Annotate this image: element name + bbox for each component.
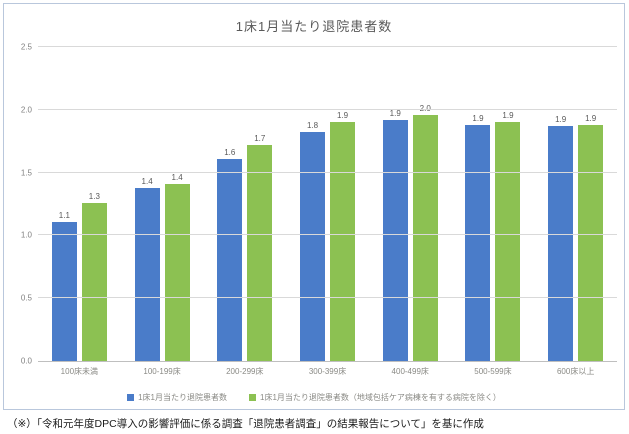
x-category-label: 300-399床 [308,367,347,376]
y-tick-label: 2.5 [20,42,32,52]
x-category-label: 600床以上 [556,367,595,376]
bar-value-label: 1.8 [306,121,319,131]
bar-value-label: 1.9 [555,115,567,125]
legend-label: 1床1月当たり退院患者数（地域包括ケア病棟を有する病院を除く） [260,393,501,402]
chart-container: 1床1月当たり退院患者数 0.0 0.5 1.0 1.5 2.0 2.5 1.1 1.3 1.… [3,3,625,410]
bar-value-label: 1.1 [58,210,70,220]
bar: 1.9 [382,109,408,361]
chart-title: 1床1月当たり退院患者数 [235,19,393,34]
source-footnote: （※）「令和元年度DPC導入の影響評価に係る調査「退院患者調査」の結果報告につい… [7,418,484,430]
y-tick-label: 0.0 [20,356,32,366]
x-category-label: 100床未満 [60,367,99,376]
x-category-label: 500-599床 [474,367,512,376]
gridline [38,46,617,47]
legend-label: 1床1月当たり退院患者数 [138,393,227,402]
gridline [38,171,617,173]
bar: 1.9 [495,111,521,361]
bar: 1.9 [578,114,604,361]
bar-groups: 1.11.31.41.41.61.71.81.91.92.01.91.91.91… [38,47,617,361]
bar: 1.6 [217,148,243,361]
bar-group: 1.6 1.7 [203,47,286,361]
bar: 1.4 [164,173,190,361]
bar-value-label: 1.7 [254,133,266,143]
gridline [38,234,617,236]
legend-item: 1床1月当たり退院患者数 [127,392,227,403]
x-axis-labels: 100床未満 100-199床 200-299床 300-399床 400-499床 50… [38,366,617,377]
legend-item: 1床1月当たり退院患者数（地域包括ケア病棟を有する病院を除く） [249,392,501,403]
bar-group: 1.9 1.9 [452,47,535,361]
gridline [38,108,617,110]
bar-group: 1.1 1.3 [38,47,121,361]
legend-swatch [249,394,256,401]
bar-group: 1.9 1.9 [534,47,617,361]
bar-value-label: 1.4 [141,176,153,186]
bar-value-label: 1.9 [472,113,484,123]
chart-legend: 1床1月当たり退院患者数 1床1月当たり退院患者数（地域包括ケア病棟を有する病院を… [4,392,624,403]
bar-value-label: 1.9 [502,111,514,121]
x-category-label: 100-199床 [143,367,181,376]
bar: 1.8 [300,121,326,361]
gridline [38,297,617,299]
bar: 1.1 [51,211,77,361]
bar-value-label: 2.0 [420,104,431,113]
bar-value-label: 1.9 [389,108,401,118]
bar: 1.4 [134,177,160,361]
bar-group: 1.9 2.0 [369,47,452,361]
x-category-label: 200-299床 [226,367,264,376]
bar-group: 1.8 1.9 [286,47,369,361]
bar: 1.9 [465,114,491,361]
legend-swatch [127,394,135,401]
bar: 1.7 [247,134,273,361]
bar-value-label: 1.9 [585,113,597,123]
bar: 1.9 [330,111,356,361]
bar-group: 1.4 1.4 [121,47,204,361]
y-tick-label: 0.5 [20,293,32,303]
y-tick-label: 2.0 [20,105,32,115]
x-category-label: 400-499床 [391,367,429,376]
bar: 1.9 [548,115,574,361]
bar-value-label: 1.9 [336,111,349,121]
y-tick-label: 1.0 [20,230,32,240]
plot-area: 1.11.31.41.41.61.71.81.91.92.01.91.91.91… [38,46,617,362]
y-tick-label: 1.5 [20,168,32,178]
bar-value-label: 1.3 [88,191,100,201]
bar: 1.3 [81,192,107,361]
x-axis-line [38,361,617,362]
bar-value-label: 1.4 [171,172,183,182]
bar-value-label: 1.6 [224,147,236,157]
bar: 2.0 [412,104,438,361]
y-axis: 0.0 0.5 1.0 1.5 2.0 2.5 [8,43,34,366]
